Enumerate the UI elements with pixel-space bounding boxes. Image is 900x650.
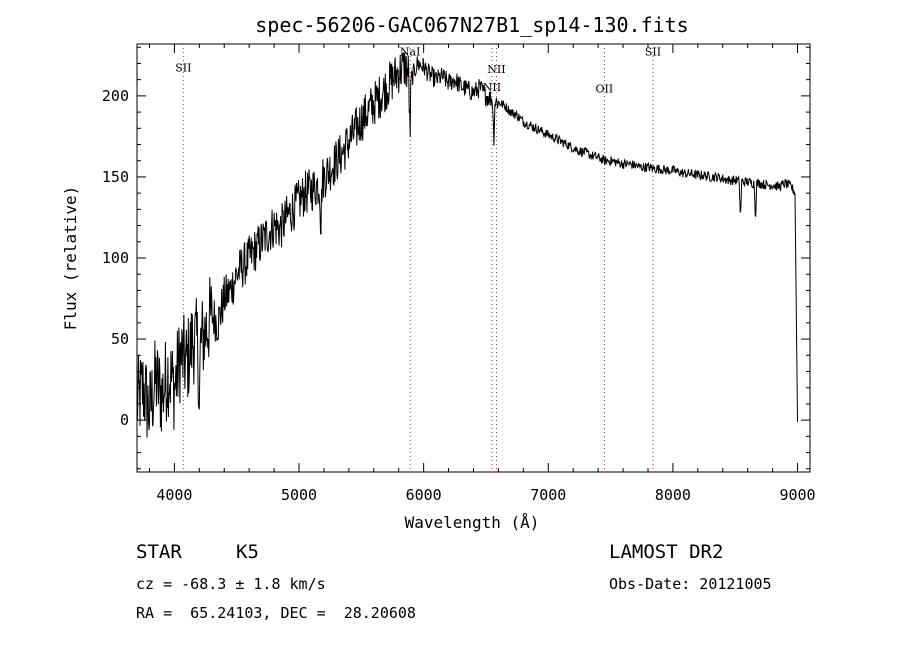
x-tick-label: 4000: [156, 486, 192, 504]
object-subclass: K5: [236, 541, 259, 563]
coordinates: RA = 65.24103, DEC = 28.20608: [136, 604, 416, 622]
plot-frame: [136, 43, 811, 473]
spectrum-trace: [136, 52, 798, 438]
x-tick-label: 8000: [655, 486, 691, 504]
chart-title: spec-56206-GAC067N27B1_sp14-130.fits: [255, 13, 688, 37]
obs-date: Obs-Date: 20121005: [609, 575, 772, 593]
velocity-readout: cz = -68.3 ± 1.8 km/s: [136, 575, 326, 593]
object-type: STAR: [136, 541, 182, 563]
x-tick-label: 6000: [406, 486, 442, 504]
x-tick-label: 5000: [281, 486, 317, 504]
survey-name: LAMOST DR2: [609, 541, 724, 563]
line-marker-label: SII: [645, 45, 661, 58]
y-tick-label: 50: [111, 330, 129, 348]
line-marker-label: OII: [596, 83, 614, 96]
x-axis-label: Wavelength (Å): [405, 513, 540, 532]
x-tick-label: 7000: [530, 486, 566, 504]
line-marker-label: SII: [175, 62, 191, 75]
y-tick-label: 150: [102, 168, 129, 186]
y-tick-label: 200: [102, 87, 129, 105]
x-tick-label: 9000: [779, 486, 815, 504]
y-axis-label: Flux (relative): [61, 186, 80, 331]
y-tick-label: 0: [120, 411, 129, 429]
axis-ticks: 4000 5000 6000 7000 8000 9000 0 50 100 150 200: [102, 44, 816, 504]
line-marker-label: NII: [487, 63, 505, 76]
y-tick-label: 100: [102, 249, 129, 267]
